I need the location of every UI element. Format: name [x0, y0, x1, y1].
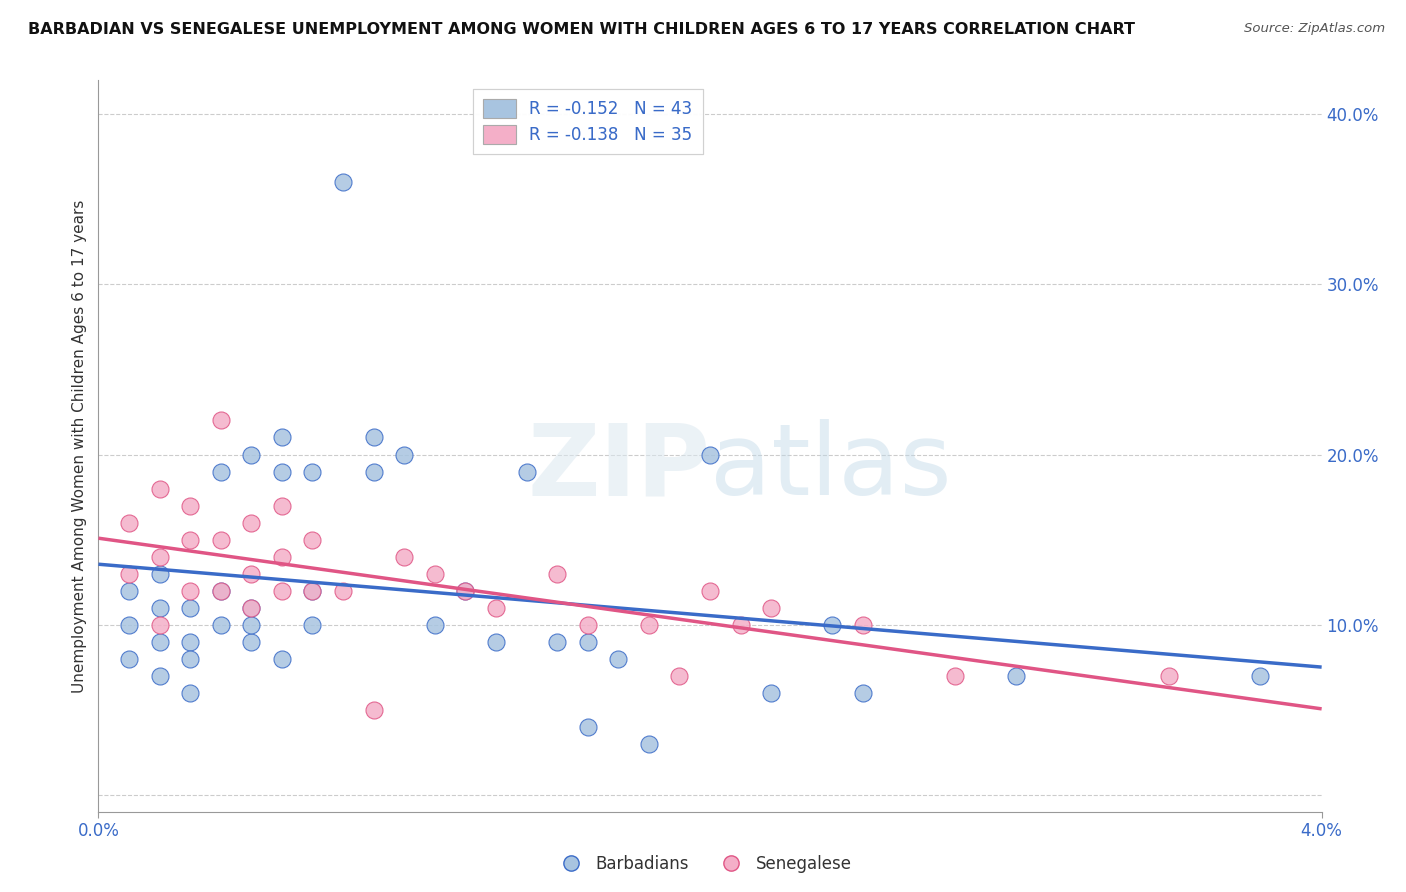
Point	[301, 465, 323, 479]
Text: Source: ZipAtlas.com: Source: ZipAtlas.com	[1244, 22, 1385, 36]
Point	[209, 617, 232, 632]
Point	[240, 566, 263, 581]
Point	[332, 583, 354, 598]
Point	[270, 499, 294, 513]
Point	[118, 617, 141, 632]
Point	[179, 686, 201, 700]
Point	[240, 634, 263, 648]
Point	[454, 583, 477, 598]
Point	[1004, 668, 1026, 682]
Text: BARBADIAN VS SENEGALESE UNEMPLOYMENT AMONG WOMEN WITH CHILDREN AGES 6 TO 17 YEAR: BARBADIAN VS SENEGALESE UNEMPLOYMENT AMO…	[28, 22, 1135, 37]
Point	[179, 634, 201, 648]
Point	[149, 668, 172, 682]
Point	[301, 533, 323, 547]
Point	[179, 600, 201, 615]
Point	[149, 566, 172, 581]
Point	[240, 448, 263, 462]
Point	[149, 617, 172, 632]
Point	[423, 617, 446, 632]
Point	[1249, 668, 1271, 682]
Point	[240, 617, 263, 632]
Point	[637, 737, 661, 751]
Point	[240, 600, 263, 615]
Point	[179, 651, 201, 665]
Point	[821, 617, 844, 632]
Point	[759, 600, 782, 615]
Point	[270, 549, 294, 564]
Point	[454, 583, 477, 598]
Point	[485, 634, 508, 648]
Point	[363, 465, 385, 479]
Point	[118, 583, 141, 598]
Point	[576, 634, 599, 648]
Point	[301, 583, 323, 598]
Point	[209, 413, 232, 427]
Text: atlas: atlas	[710, 419, 952, 516]
Point	[730, 617, 752, 632]
Point	[118, 516, 141, 530]
Point	[332, 175, 354, 189]
Point	[301, 617, 323, 632]
Point	[240, 600, 263, 615]
Point	[118, 566, 141, 581]
Point	[270, 651, 294, 665]
Point	[576, 720, 599, 734]
Point	[423, 566, 446, 581]
Point	[392, 448, 416, 462]
Point	[363, 703, 385, 717]
Legend: Barbadians, Senegalese: Barbadians, Senegalese	[547, 848, 859, 880]
Point	[668, 668, 690, 682]
Point	[852, 617, 875, 632]
Point	[546, 566, 568, 581]
Point	[759, 686, 782, 700]
Text: ZIP: ZIP	[527, 419, 710, 516]
Point	[485, 600, 508, 615]
Point	[179, 583, 201, 598]
Point	[209, 583, 232, 598]
Point	[546, 634, 568, 648]
Point	[118, 651, 141, 665]
Point	[149, 549, 172, 564]
Point	[270, 583, 294, 598]
Point	[516, 465, 538, 479]
Point	[699, 448, 721, 462]
Point	[363, 430, 385, 444]
Point	[149, 634, 172, 648]
Point	[179, 499, 201, 513]
Point	[699, 583, 721, 598]
Point	[852, 686, 875, 700]
Point	[209, 583, 232, 598]
Point	[1157, 668, 1180, 682]
Point	[943, 668, 966, 682]
Point	[179, 533, 201, 547]
Legend: R = -0.152   N = 43, R = -0.138   N = 35: R = -0.152 N = 43, R = -0.138 N = 35	[472, 88, 703, 153]
Point	[270, 465, 294, 479]
Point	[209, 533, 232, 547]
Point	[149, 600, 172, 615]
Point	[301, 583, 323, 598]
Point	[637, 617, 661, 632]
Point	[392, 549, 416, 564]
Point	[149, 482, 172, 496]
Point	[270, 430, 294, 444]
Point	[209, 465, 232, 479]
Point	[240, 516, 263, 530]
Point	[576, 617, 599, 632]
Y-axis label: Unemployment Among Women with Children Ages 6 to 17 years: Unemployment Among Women with Children A…	[72, 199, 87, 693]
Point	[607, 651, 630, 665]
